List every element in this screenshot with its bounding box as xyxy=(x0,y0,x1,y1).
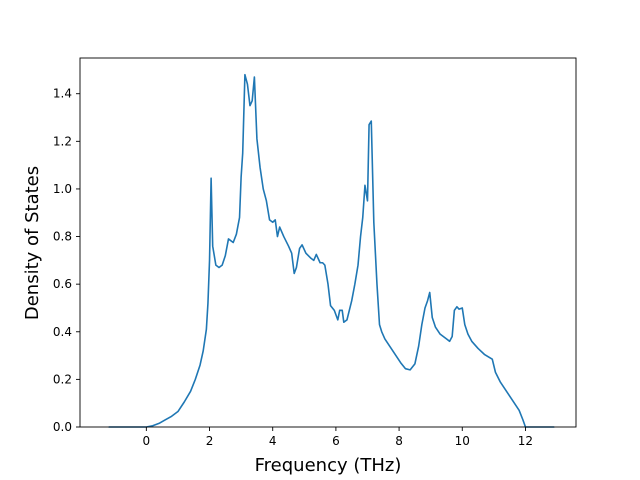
y-axis-label: Density of States xyxy=(22,166,43,320)
x-tick-label: 12 xyxy=(518,434,533,448)
y-tick-label: 0.2 xyxy=(53,372,72,386)
x-tick-label: 6 xyxy=(332,434,340,448)
y-tick-label: 1.0 xyxy=(53,182,72,196)
axes-frame xyxy=(79,57,577,428)
series-line-0 xyxy=(108,73,555,428)
x-tick-label: 2 xyxy=(206,434,214,448)
y-tick-label: 0.4 xyxy=(53,325,72,339)
x-tick-label: 4 xyxy=(269,434,277,448)
x-tick-label: 10 xyxy=(455,434,470,448)
y-tick-label: 1.4 xyxy=(53,87,72,101)
y-tick-label: 0.8 xyxy=(53,230,72,244)
x-tick-label: 0 xyxy=(143,434,151,448)
plot-area xyxy=(108,73,555,428)
y-tick-label: 0.6 xyxy=(53,277,72,291)
x-tick-label: 8 xyxy=(395,434,403,448)
axes: 0 2 4 6 8 10 12 0.0 0.2 0.4 0.6 0.8 1.0 1.2 1.4 xyxy=(53,57,577,448)
y-tick-label: 1.2 xyxy=(53,134,72,148)
x-axis-label: Frequency (THz) xyxy=(255,455,402,476)
y-tick-label: 0.0 xyxy=(53,420,72,434)
